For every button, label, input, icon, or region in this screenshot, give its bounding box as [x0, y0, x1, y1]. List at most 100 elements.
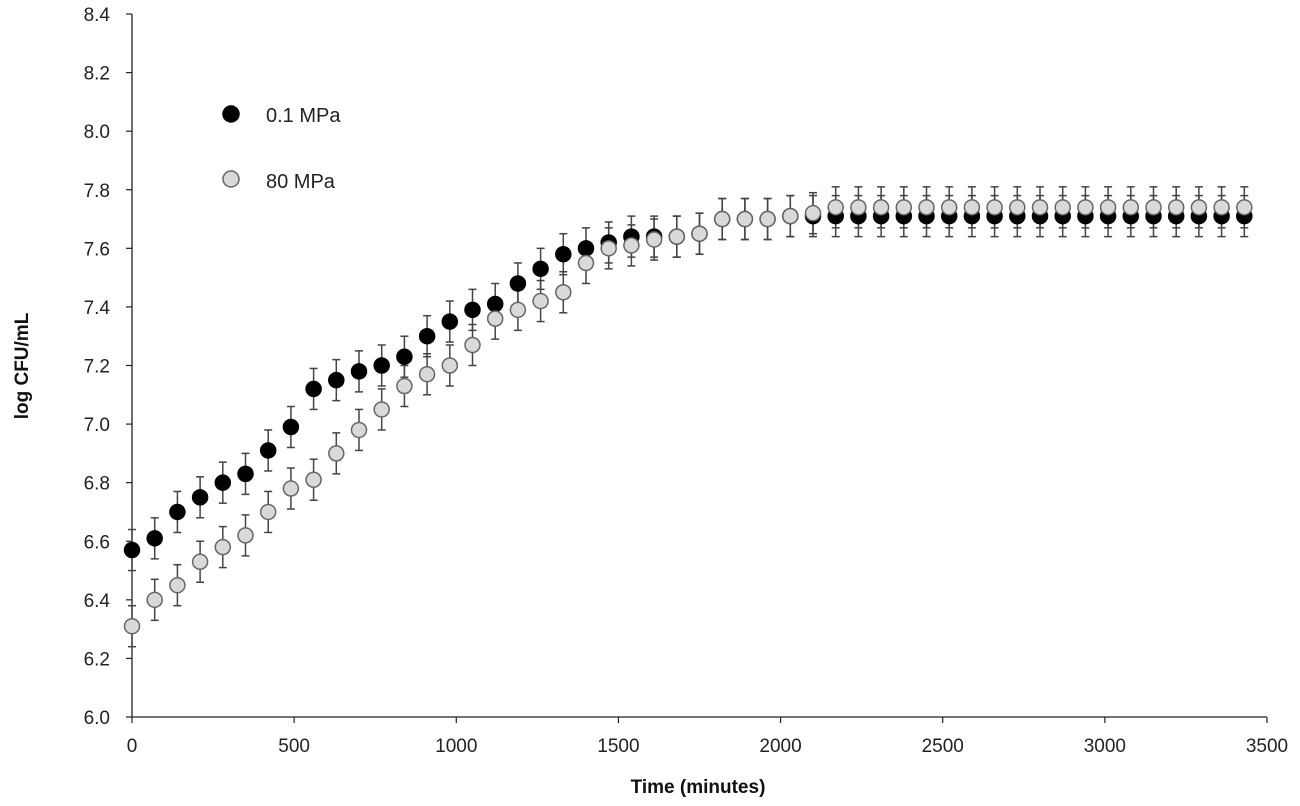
error-bars [128, 186, 1249, 648]
data-point-0-1-mpa [350, 363, 368, 380]
data-point-80-mpa [191, 553, 209, 571]
y-tick-label: 6.6 [84, 532, 110, 553]
data-point-0-1-mpa [532, 260, 549, 278]
y-tick-label: 7.6 [84, 239, 110, 260]
x-tick-label: 3500 [1246, 736, 1288, 757]
data-point-0-1-mpa [441, 313, 459, 330]
data-point-80-mpa [214, 538, 232, 556]
data-point-80-mpa [645, 231, 663, 248]
data-point-80-mpa [169, 576, 186, 594]
y-tick-label: 7.2 [84, 357, 110, 378]
data-point-0-1-mpa [328, 371, 345, 389]
data-point-80-mpa [600, 240, 617, 257]
x-tick-label: 1000 [435, 736, 477, 757]
data-point-80-mpa [1077, 199, 1094, 216]
y-tick-label: 8.4 [84, 5, 111, 26]
data-point-0-1-mpa [214, 474, 232, 491]
data-point-80-mpa [804, 204, 822, 222]
legend: 0.1 MPa 80 MPa [222, 105, 341, 193]
axes: 6.0 6.2 6.4 6.6 6.8 7.0 7.2 7.4 7.6 7.8 8.0 8.2 8.4 0… [84, 5, 1289, 757]
data-point-80-mpa [940, 199, 958, 216]
data-point-80-mpa [123, 617, 141, 635]
data-point-0-1-mpa [373, 357, 390, 374]
data-point-0-1-mpa [259, 442, 277, 459]
data-point-80-mpa [328, 445, 345, 462]
data-point-0-1-mpa [464, 301, 481, 319]
data-point-80-mpa [963, 199, 981, 216]
data-point-80-mpa [464, 336, 481, 354]
data-point-80-mpa [986, 199, 1003, 216]
data-point-0-1-mpa [123, 541, 141, 559]
data-point-80-mpa [259, 503, 277, 521]
data-point-0-1-mpa [191, 489, 209, 506]
data-point-80-mpa [441, 357, 459, 374]
data-point-0-1-mpa [486, 295, 504, 313]
data-point-80-mpa [759, 210, 776, 228]
x-tick-label: 0 [127, 736, 138, 757]
data-point-0-1-mpa [396, 348, 413, 365]
data-point-80-mpa [918, 199, 935, 216]
data-point-80-mpa [396, 377, 413, 395]
data-point-0-1-mpa [418, 327, 436, 345]
y-tick-label: 7.0 [84, 415, 110, 436]
y-tick-label: 6.8 [84, 474, 110, 495]
data-point-80-mpa [509, 301, 527, 319]
data-point-80-mpa [1099, 199, 1117, 216]
data-point-80-mpa [713, 210, 731, 228]
data-point-0-1-mpa [509, 275, 527, 292]
data-point-80-mpa [146, 591, 163, 609]
x-axis-title: Time (minutes) [631, 777, 766, 798]
data-point-0-1-mpa [305, 380, 322, 398]
data-point-80-mpa [736, 210, 754, 228]
x-tick-label: 2500 [922, 736, 964, 757]
data-point-80-mpa [1213, 199, 1230, 216]
y-tick-label: 8.0 [84, 122, 110, 143]
y-axis-title: log CFU/mL [12, 312, 33, 419]
data-point-80-mpa [1009, 199, 1026, 216]
data-point-0-1-mpa [577, 240, 595, 257]
data-point-80-mpa [282, 480, 300, 497]
data-point-80-mpa [418, 366, 436, 383]
y-tick-label: 8.2 [84, 64, 110, 85]
x-tick-label: 3000 [1084, 736, 1126, 757]
data-point-80-mpa [1167, 199, 1185, 216]
data-point-80-mpa [1122, 199, 1140, 216]
data-points [123, 199, 1253, 635]
x-tick-label: 1500 [597, 736, 639, 757]
x-tick-label: 2000 [759, 736, 801, 757]
data-point-80-mpa [668, 228, 686, 245]
data-point-80-mpa [623, 237, 640, 254]
data-point-80-mpa [373, 401, 390, 418]
data-point-0-1-mpa [237, 465, 254, 483]
data-point-80-mpa [1054, 199, 1071, 216]
data-point-80-mpa [691, 225, 708, 242]
data-point-80-mpa [827, 199, 844, 216]
data-point-80-mpa [872, 199, 890, 216]
data-point-80-mpa [1236, 199, 1253, 216]
data-point-80-mpa [1145, 199, 1162, 216]
data-point-0-1-mpa [169, 503, 186, 521]
y-tick-label: 6.0 [84, 708, 110, 729]
data-point-80-mpa [782, 207, 799, 225]
legend-label-80-mpa: 80 MPa [266, 171, 336, 193]
data-point-80-mpa [577, 254, 595, 272]
data-point-0-1-mpa [555, 245, 572, 263]
data-point-80-mpa [350, 421, 368, 439]
legend-marker-0.1-mpa [222, 105, 240, 123]
x-tick-label: 500 [278, 736, 310, 757]
data-point-80-mpa [1031, 199, 1049, 216]
legend-label-0.1-mpa: 0.1 MPa [266, 105, 341, 127]
data-point-80-mpa [532, 292, 549, 310]
data-point-80-mpa [555, 284, 572, 301]
data-point-80-mpa [237, 527, 254, 544]
data-point-80-mpa [486, 310, 504, 327]
legend-marker-80-mpa [222, 170, 240, 188]
data-point-80-mpa [850, 199, 867, 216]
data-point-80-mpa [305, 471, 322, 488]
y-tick-label: 7.4 [84, 298, 111, 319]
data-point-0-1-mpa [282, 418, 300, 436]
y-tick-label: 7.8 [84, 181, 110, 202]
y-tick-label: 6.4 [84, 591, 111, 612]
data-point-0-1-mpa [146, 530, 163, 547]
